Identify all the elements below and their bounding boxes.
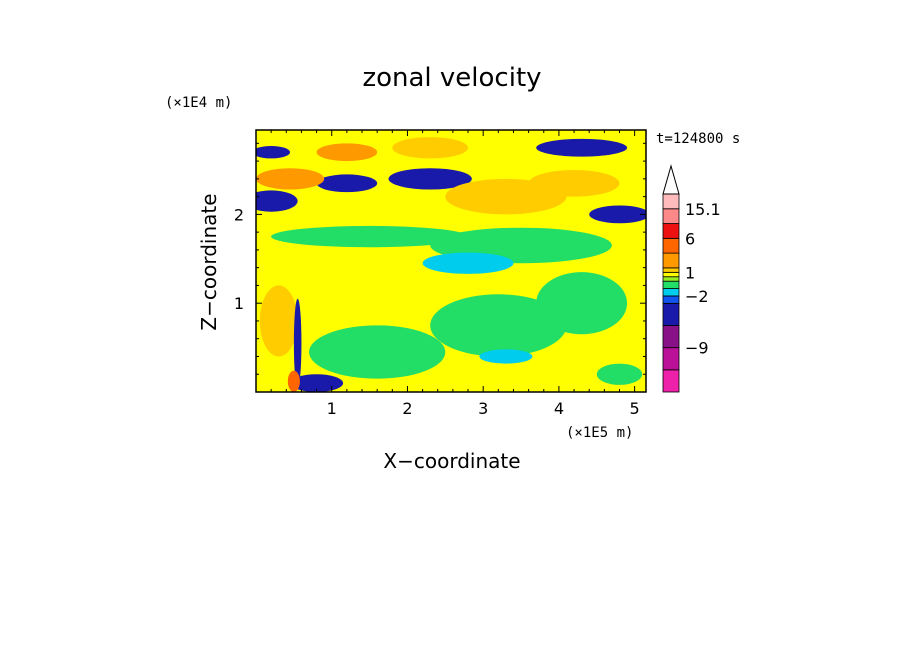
colorbar-band — [662, 288, 680, 297]
colorbar: 15.1 6 1 −2 −9 — [662, 164, 721, 393]
field-region — [293, 298, 302, 388]
y-tick-label: 1 — [234, 294, 244, 313]
plot-axes: 1 2 3 4 5 1 2 — [234, 129, 647, 418]
colorbar-band — [662, 208, 680, 224]
field-region — [422, 252, 514, 274]
field-region — [392, 137, 469, 159]
colorbar-band — [662, 302, 680, 326]
x-axis-label: X−coordinate — [383, 449, 520, 473]
colorbar-label: 6 — [685, 229, 695, 248]
y-axis-label: Z−coordinate — [197, 193, 221, 330]
colorbar-band — [662, 325, 680, 349]
field-region — [256, 168, 325, 190]
colorbar-band — [662, 237, 680, 254]
plot-frame — [255, 129, 647, 393]
colorbar-label: −9 — [685, 339, 709, 358]
chart-title: zonal velocity — [362, 63, 541, 93]
colorbar-band — [662, 267, 680, 273]
colorbar-extension-arrow — [662, 164, 680, 195]
velocity-field — [256, 130, 646, 392]
colorbar-band — [662, 252, 680, 269]
field-region — [589, 205, 646, 224]
x-tick-label: 4 — [554, 399, 564, 418]
field-region — [388, 168, 472, 190]
field-region — [445, 178, 567, 215]
colorbar-label: 1 — [685, 263, 695, 282]
field-region — [256, 145, 291, 159]
field-region — [479, 349, 533, 364]
field-region — [309, 325, 446, 379]
colorbar-band — [662, 276, 680, 282]
x-tick-label: 2 — [402, 399, 412, 418]
field-region — [287, 370, 300, 392]
y-multiplier-label: (×1E4 m) — [165, 95, 232, 111]
colorbar-band — [662, 295, 680, 304]
colorbar-label: 15.1 — [685, 200, 721, 219]
field-region — [316, 174, 378, 193]
field-region — [271, 225, 469, 248]
colorbar-band — [662, 347, 680, 371]
field-region — [536, 138, 628, 157]
x-tick-label: 1 — [327, 399, 337, 418]
field-region — [290, 374, 344, 392]
x-tick-label: 5 — [630, 399, 640, 418]
colorbar-band — [662, 193, 680, 210]
field-region — [259, 285, 298, 357]
colorbar-band — [662, 280, 680, 289]
field-region — [331, 199, 453, 221]
y-tick-label: 2 — [234, 205, 244, 224]
x-tick-label: 3 — [478, 399, 488, 418]
colorbar-band — [662, 369, 680, 393]
field-region — [256, 190, 298, 212]
time-label: t=124800 s — [656, 131, 740, 147]
field-region — [316, 143, 378, 162]
colorbar-label: −2 — [685, 287, 709, 306]
colorbar-band — [662, 223, 680, 239]
x-multiplier-label: (×1E5 m) — [566, 425, 633, 441]
colorbar-band — [662, 271, 680, 278]
field-region — [430, 294, 567, 357]
field-region — [596, 363, 643, 385]
